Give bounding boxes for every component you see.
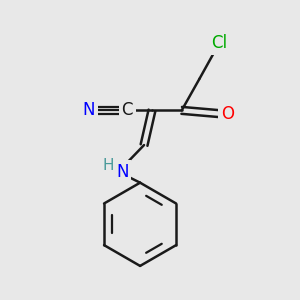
Text: H: H xyxy=(103,158,114,173)
Text: C: C xyxy=(122,101,133,119)
Text: N: N xyxy=(116,163,128,181)
Text: Cl: Cl xyxy=(211,34,227,52)
Text: O: O xyxy=(221,105,234,123)
Text: N: N xyxy=(82,101,95,119)
